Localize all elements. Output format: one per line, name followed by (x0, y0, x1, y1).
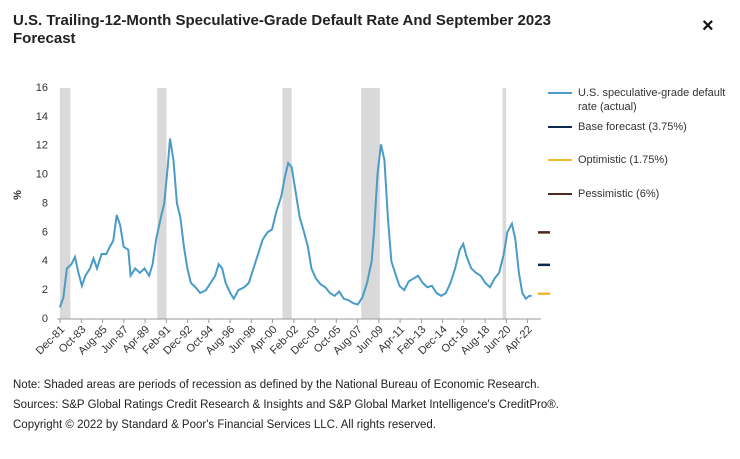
footnote: Copyright © 2022 by Standard & Poor's Fi… (13, 419, 436, 431)
footnote: Note: Shaded areas are periods of recess… (13, 379, 540, 391)
y-tick-label: 10 (36, 169, 48, 181)
recession-band (282, 88, 292, 319)
recession-band (502, 88, 507, 319)
recession-band (59, 88, 71, 319)
y-axis-label: % (12, 190, 24, 200)
legend-item: Pessimistic (6%) (548, 187, 728, 201)
legend-item: U.S. speculative-grade default rate (act… (548, 86, 728, 114)
legend-label: Optimistic (1.75%) (578, 154, 668, 166)
legend-label: U.S. speculative-grade default rate (act… (578, 87, 726, 113)
data-line (58, 138, 532, 308)
recession-band (361, 88, 380, 319)
y-tick-label: 14 (36, 111, 48, 123)
y-tick-label: 6 (42, 226, 48, 238)
y-tick-label: 16 (36, 82, 48, 94)
footnote: Sources: S&P Global Ratings Credit Resea… (13, 399, 559, 411)
legend-label: Pessimistic (6%) (578, 188, 660, 200)
y-tick-label: 12 (36, 140, 48, 152)
y-tick-label: 0 (42, 313, 48, 325)
legend-swatch (548, 159, 572, 161)
close-button[interactable]: × (702, 15, 714, 37)
recession-band (157, 88, 167, 319)
y-tick-label: 2 (42, 284, 48, 296)
legend-item: Optimistic (1.75%) (548, 153, 728, 167)
chart-title: U.S. Trailing-12-Month Speculative-Grade… (13, 12, 551, 47)
legend-swatch (548, 193, 572, 195)
legend-swatch (548, 126, 572, 128)
y-tick-label: 4 (42, 255, 48, 267)
legend-item: Base forecast (3.75%) (548, 120, 728, 134)
legend-swatch (548, 92, 572, 94)
legend-label: Base forecast (3.75%) (578, 121, 687, 133)
y-tick-label: 8 (42, 197, 48, 209)
